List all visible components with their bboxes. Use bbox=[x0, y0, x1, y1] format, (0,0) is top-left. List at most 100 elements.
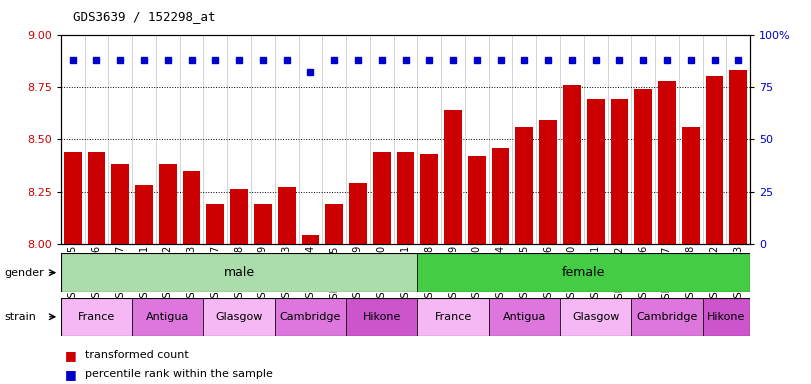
Bar bbox=[204, 35, 227, 244]
Bar bbox=[64, 152, 82, 244]
Bar bbox=[444, 110, 462, 244]
Bar bbox=[230, 189, 248, 244]
Bar bbox=[634, 89, 652, 244]
Text: Glasgow: Glasgow bbox=[216, 312, 263, 322]
Bar bbox=[560, 298, 631, 336]
Bar bbox=[611, 99, 629, 244]
Bar bbox=[727, 35, 750, 244]
Bar bbox=[349, 183, 367, 244]
Bar bbox=[227, 35, 251, 244]
Text: Cambridge: Cambridge bbox=[280, 312, 341, 322]
Text: strain: strain bbox=[4, 312, 36, 322]
Bar bbox=[370, 35, 393, 244]
Bar bbox=[322, 35, 346, 244]
Bar bbox=[325, 204, 343, 244]
Bar bbox=[468, 156, 486, 244]
Bar bbox=[346, 298, 418, 336]
Bar bbox=[706, 76, 723, 244]
Bar bbox=[84, 35, 109, 244]
Bar bbox=[61, 298, 132, 336]
Bar bbox=[586, 99, 604, 244]
Bar bbox=[420, 154, 438, 244]
Bar bbox=[230, 189, 248, 244]
Bar bbox=[393, 35, 418, 244]
Bar bbox=[516, 127, 534, 244]
Bar bbox=[563, 85, 581, 244]
Bar bbox=[61, 35, 84, 244]
Bar bbox=[275, 298, 346, 336]
Bar bbox=[420, 154, 438, 244]
Bar bbox=[207, 204, 225, 244]
Bar bbox=[682, 127, 700, 244]
Bar bbox=[468, 156, 486, 244]
Bar bbox=[491, 147, 509, 244]
Bar bbox=[111, 164, 129, 244]
Text: gender: gender bbox=[4, 268, 44, 278]
Bar bbox=[132, 35, 156, 244]
Bar bbox=[397, 152, 414, 244]
Bar bbox=[346, 35, 370, 244]
Bar bbox=[702, 298, 750, 336]
Bar bbox=[658, 81, 676, 244]
Bar bbox=[418, 35, 441, 244]
Text: Antigua: Antigua bbox=[503, 312, 546, 322]
Bar bbox=[441, 35, 465, 244]
Bar bbox=[109, 35, 132, 244]
Bar bbox=[180, 35, 204, 244]
Bar bbox=[159, 164, 177, 244]
Bar bbox=[207, 204, 225, 244]
Bar bbox=[373, 152, 391, 244]
Bar bbox=[182, 170, 200, 244]
Bar bbox=[634, 89, 652, 244]
Bar bbox=[135, 185, 153, 244]
Text: GDS3639 / 152298_at: GDS3639 / 152298_at bbox=[73, 10, 216, 23]
Bar bbox=[61, 253, 418, 292]
Text: transformed count: transformed count bbox=[85, 350, 189, 360]
Bar bbox=[539, 120, 557, 244]
Bar bbox=[536, 35, 560, 244]
Bar bbox=[631, 298, 702, 336]
Bar bbox=[563, 85, 581, 244]
Bar bbox=[679, 35, 702, 244]
Bar bbox=[159, 164, 177, 244]
Bar bbox=[702, 35, 727, 244]
Text: France: France bbox=[435, 312, 472, 322]
Bar bbox=[560, 35, 584, 244]
Bar bbox=[204, 298, 275, 336]
Bar bbox=[156, 35, 180, 244]
Bar bbox=[655, 35, 679, 244]
Text: France: France bbox=[78, 312, 115, 322]
Text: Antigua: Antigua bbox=[146, 312, 190, 322]
Bar bbox=[302, 235, 320, 244]
Bar bbox=[182, 170, 200, 244]
Bar bbox=[275, 35, 298, 244]
Bar bbox=[489, 298, 560, 336]
Text: female: female bbox=[562, 266, 606, 279]
Bar bbox=[418, 253, 750, 292]
Bar bbox=[111, 164, 129, 244]
Bar bbox=[706, 76, 723, 244]
Text: male: male bbox=[224, 266, 255, 279]
Bar bbox=[682, 127, 700, 244]
Bar bbox=[539, 120, 557, 244]
Bar bbox=[397, 152, 414, 244]
Text: ■: ■ bbox=[65, 349, 76, 362]
Bar bbox=[88, 152, 105, 244]
Bar bbox=[349, 183, 367, 244]
Bar bbox=[584, 35, 607, 244]
Bar bbox=[298, 35, 322, 244]
Bar bbox=[729, 70, 747, 244]
Text: Cambridge: Cambridge bbox=[637, 312, 697, 322]
Bar bbox=[302, 235, 320, 244]
Bar bbox=[277, 187, 295, 244]
Bar bbox=[444, 110, 462, 244]
Bar bbox=[277, 187, 295, 244]
Bar bbox=[418, 298, 489, 336]
Bar bbox=[516, 127, 534, 244]
Bar bbox=[491, 147, 509, 244]
Bar bbox=[254, 204, 272, 244]
Bar bbox=[586, 99, 604, 244]
Bar bbox=[325, 204, 343, 244]
Bar bbox=[132, 298, 204, 336]
Bar bbox=[251, 35, 275, 244]
